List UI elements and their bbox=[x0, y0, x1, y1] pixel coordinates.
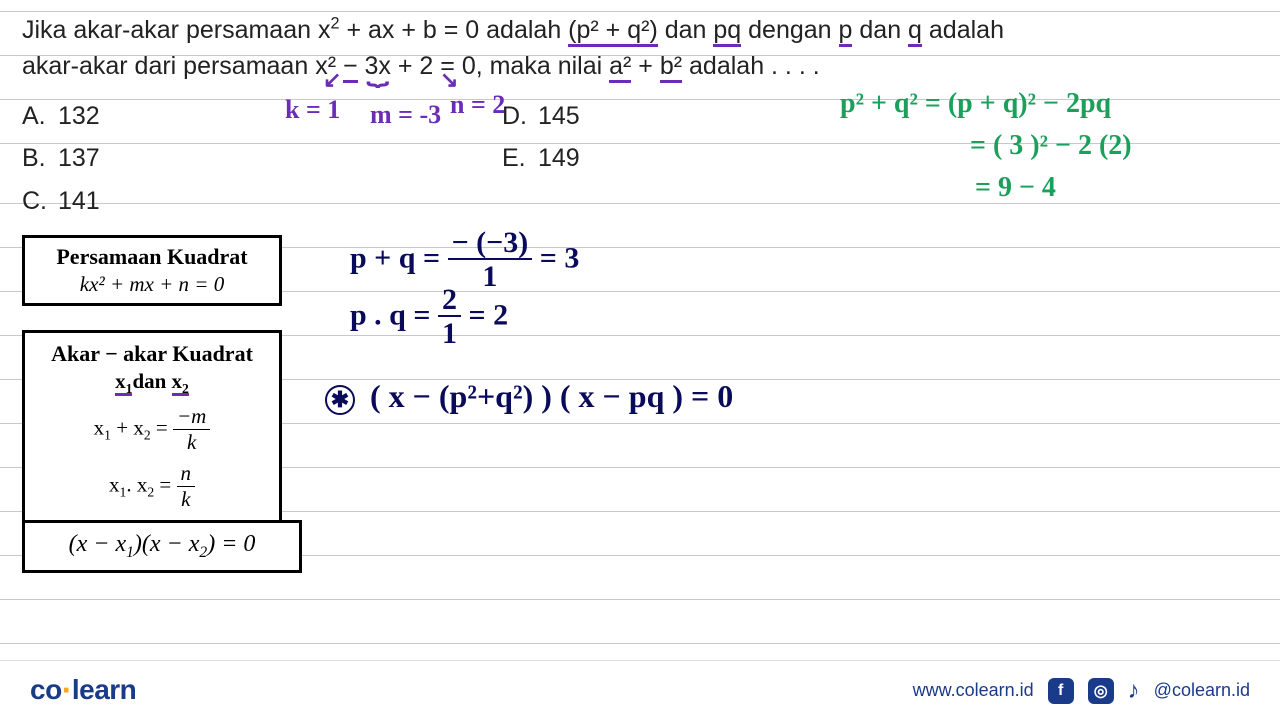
box2-eq1: x1 + x2 = −mk bbox=[35, 404, 269, 455]
q-part: + ax + b = 0 adalah bbox=[340, 16, 569, 44]
footer: co·learn www.colearn.id f ◎ ♪ @colearn.i… bbox=[0, 660, 1280, 720]
footer-url: www.colearn.id bbox=[913, 680, 1034, 701]
q-part: akar-akar dari persamaan x² bbox=[22, 52, 343, 80]
q-part: dan bbox=[658, 16, 714, 44]
box1-title: Persamaan Kuadrat bbox=[35, 244, 269, 270]
options-block: A.132 B.137 C.141 D.145 E.149 bbox=[22, 95, 1258, 223]
formula-box-roots: Akar − akar Kuadrat x1dan x2 x1 + x2 = −… bbox=[22, 330, 282, 525]
tiktok-icon: ♪ bbox=[1128, 677, 1140, 705]
q-underline: − bbox=[343, 52, 358, 83]
instagram-icon: ◎ bbox=[1088, 678, 1114, 704]
option-e: E.149 bbox=[502, 137, 802, 180]
frac-num: n bbox=[177, 461, 196, 487]
q-part: 3x + 2 = 0, maka nilai bbox=[358, 52, 610, 80]
hw-text: = 2 bbox=[468, 298, 508, 331]
frac-num: 2 bbox=[438, 285, 461, 317]
hw-text: p . q = bbox=[350, 298, 430, 331]
option-b-value: 137 bbox=[58, 144, 100, 172]
option-d-value: 145 bbox=[538, 102, 580, 130]
box2-eq2: x1. x2 = nk bbox=[35, 461, 269, 512]
hw-factored: ( x − (p²+q²) ) ( x − pq ) = 0 bbox=[370, 378, 733, 415]
frac-den: k bbox=[177, 487, 196, 512]
option-d: D.145 bbox=[502, 95, 802, 138]
option-a: A.132 bbox=[22, 95, 502, 138]
option-a-value: 132 bbox=[58, 102, 100, 130]
option-c: C.141 bbox=[22, 180, 502, 223]
frac-den: 1 bbox=[438, 317, 461, 350]
q-underline: q bbox=[908, 16, 922, 47]
hw-product: p . q = 21 = 2 bbox=[350, 285, 508, 350]
content-area: Jika akar-akar persamaan x2 + ax + b = 0… bbox=[0, 0, 1280, 222]
formula-box-factored: (x − x1)(x − x2) = 0 bbox=[22, 520, 302, 573]
star-icon: ✱ bbox=[325, 385, 355, 415]
footer-right: www.colearn.id f ◎ ♪ @colearn.id bbox=[913, 677, 1250, 705]
frac-num: − (−3) bbox=[448, 228, 533, 260]
options-col-left: A.132 B.137 C.141 bbox=[22, 95, 502, 223]
q-underline: a² bbox=[609, 52, 631, 83]
logo-part: co bbox=[30, 674, 62, 705]
box2-title: Akar − akar Kuadrat bbox=[35, 341, 269, 367]
logo-part: learn bbox=[72, 674, 136, 705]
q-underline: b² bbox=[660, 52, 682, 83]
logo: co·learn bbox=[30, 672, 136, 709]
q-underline: (p² + q²) bbox=[568, 16, 658, 47]
q-underline: p bbox=[839, 16, 853, 47]
option-e-value: 149 bbox=[538, 144, 580, 172]
q-part: Jika akar-akar persamaan x bbox=[22, 16, 330, 44]
frac-den: k bbox=[173, 430, 210, 455]
hw-text: = 3 bbox=[540, 241, 580, 274]
box2-sub: x1dan x2 bbox=[35, 369, 269, 397]
q-part: adalah . . . . bbox=[682, 52, 820, 80]
q-part: dengan bbox=[741, 16, 838, 44]
formula-box-quadratic: Persamaan Kuadrat kx² + mx + n = 0 bbox=[22, 235, 282, 306]
facebook-icon: f bbox=[1048, 678, 1074, 704]
q-part: adalah bbox=[922, 16, 1004, 44]
option-c-value: 141 bbox=[58, 187, 100, 215]
question-text: Jika akar-akar persamaan x2 + ax + b = 0… bbox=[22, 12, 1258, 85]
footer-handle: @colearn.id bbox=[1154, 680, 1250, 701]
q-part: dan bbox=[852, 16, 908, 44]
frac-num: −m bbox=[173, 404, 210, 430]
options-col-right: D.145 E.149 bbox=[502, 95, 802, 223]
logo-dot-icon: · bbox=[62, 672, 72, 708]
q-underline: pq bbox=[713, 16, 741, 47]
hw-sum: p + q = − (−3)1 = 3 bbox=[350, 228, 579, 293]
hw-text: p + q = bbox=[350, 241, 440, 274]
box1-eq: kx² + mx + n = 0 bbox=[35, 272, 269, 297]
option-b: B.137 bbox=[22, 137, 502, 180]
q-part: + bbox=[631, 52, 660, 80]
